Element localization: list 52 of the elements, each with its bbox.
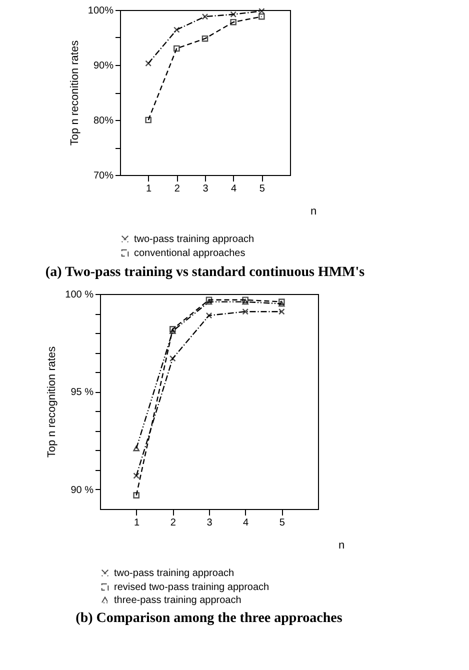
point xyxy=(278,300,285,307)
point xyxy=(145,60,152,66)
x-tick-label: 2 xyxy=(174,184,180,194)
y-tick-label: 70% xyxy=(93,170,114,182)
x-tick-label: 2 xyxy=(170,518,176,528)
point xyxy=(278,308,285,315)
text: (b) Comparison among the three approaches xyxy=(76,611,343,626)
text: (a) Two-pass training vs standard continuous HMM's xyxy=(45,265,366,280)
y-tick-label: 100% xyxy=(88,6,114,16)
point xyxy=(174,26,180,33)
point xyxy=(230,18,236,26)
y-tick-label: 95 % xyxy=(70,387,94,398)
x-tick-label: 5 xyxy=(259,184,266,194)
point xyxy=(242,308,248,315)
x-tick-label: 1 xyxy=(134,518,140,528)
point xyxy=(278,298,285,305)
point xyxy=(206,312,212,319)
point xyxy=(230,11,236,18)
legend-label: revised two-pass training approach xyxy=(114,582,270,593)
point xyxy=(258,8,265,14)
x-axis-title: n xyxy=(310,206,317,218)
point xyxy=(206,296,212,304)
point xyxy=(202,13,208,20)
point xyxy=(133,472,140,479)
point xyxy=(170,328,176,334)
x-tick-label: 1 xyxy=(146,184,152,194)
legend-label: conventional approaches xyxy=(134,248,246,259)
y-tick-label: 80% xyxy=(93,116,114,126)
legend-label: two-pass training approach xyxy=(134,234,254,245)
y-tick-label: 100 % xyxy=(65,290,94,300)
x-tick-label: 4 xyxy=(231,184,238,194)
y-tick-label: 90% xyxy=(93,60,114,72)
legend-label: two-pass training approach xyxy=(114,568,234,579)
point xyxy=(202,35,208,42)
point xyxy=(206,299,212,305)
point xyxy=(258,13,265,20)
x-axis-title: n xyxy=(338,540,345,552)
y-tick-label: 90 % xyxy=(70,484,94,496)
y-axis-title: Top n reconition rates xyxy=(68,40,81,146)
x-tick-label: 5 xyxy=(279,518,286,528)
point xyxy=(170,355,176,362)
point xyxy=(133,446,140,452)
point xyxy=(133,492,140,498)
x-tick-label: 3 xyxy=(206,518,213,528)
x-tick-label: 3 xyxy=(202,184,209,194)
x-tick-label: 4 xyxy=(243,518,250,528)
point xyxy=(242,296,248,304)
point xyxy=(170,326,176,332)
point xyxy=(174,45,180,52)
y-axis-title: Top n recognition rates xyxy=(46,346,58,458)
legend-label: three-pass training approach xyxy=(114,595,242,606)
point xyxy=(145,116,152,124)
